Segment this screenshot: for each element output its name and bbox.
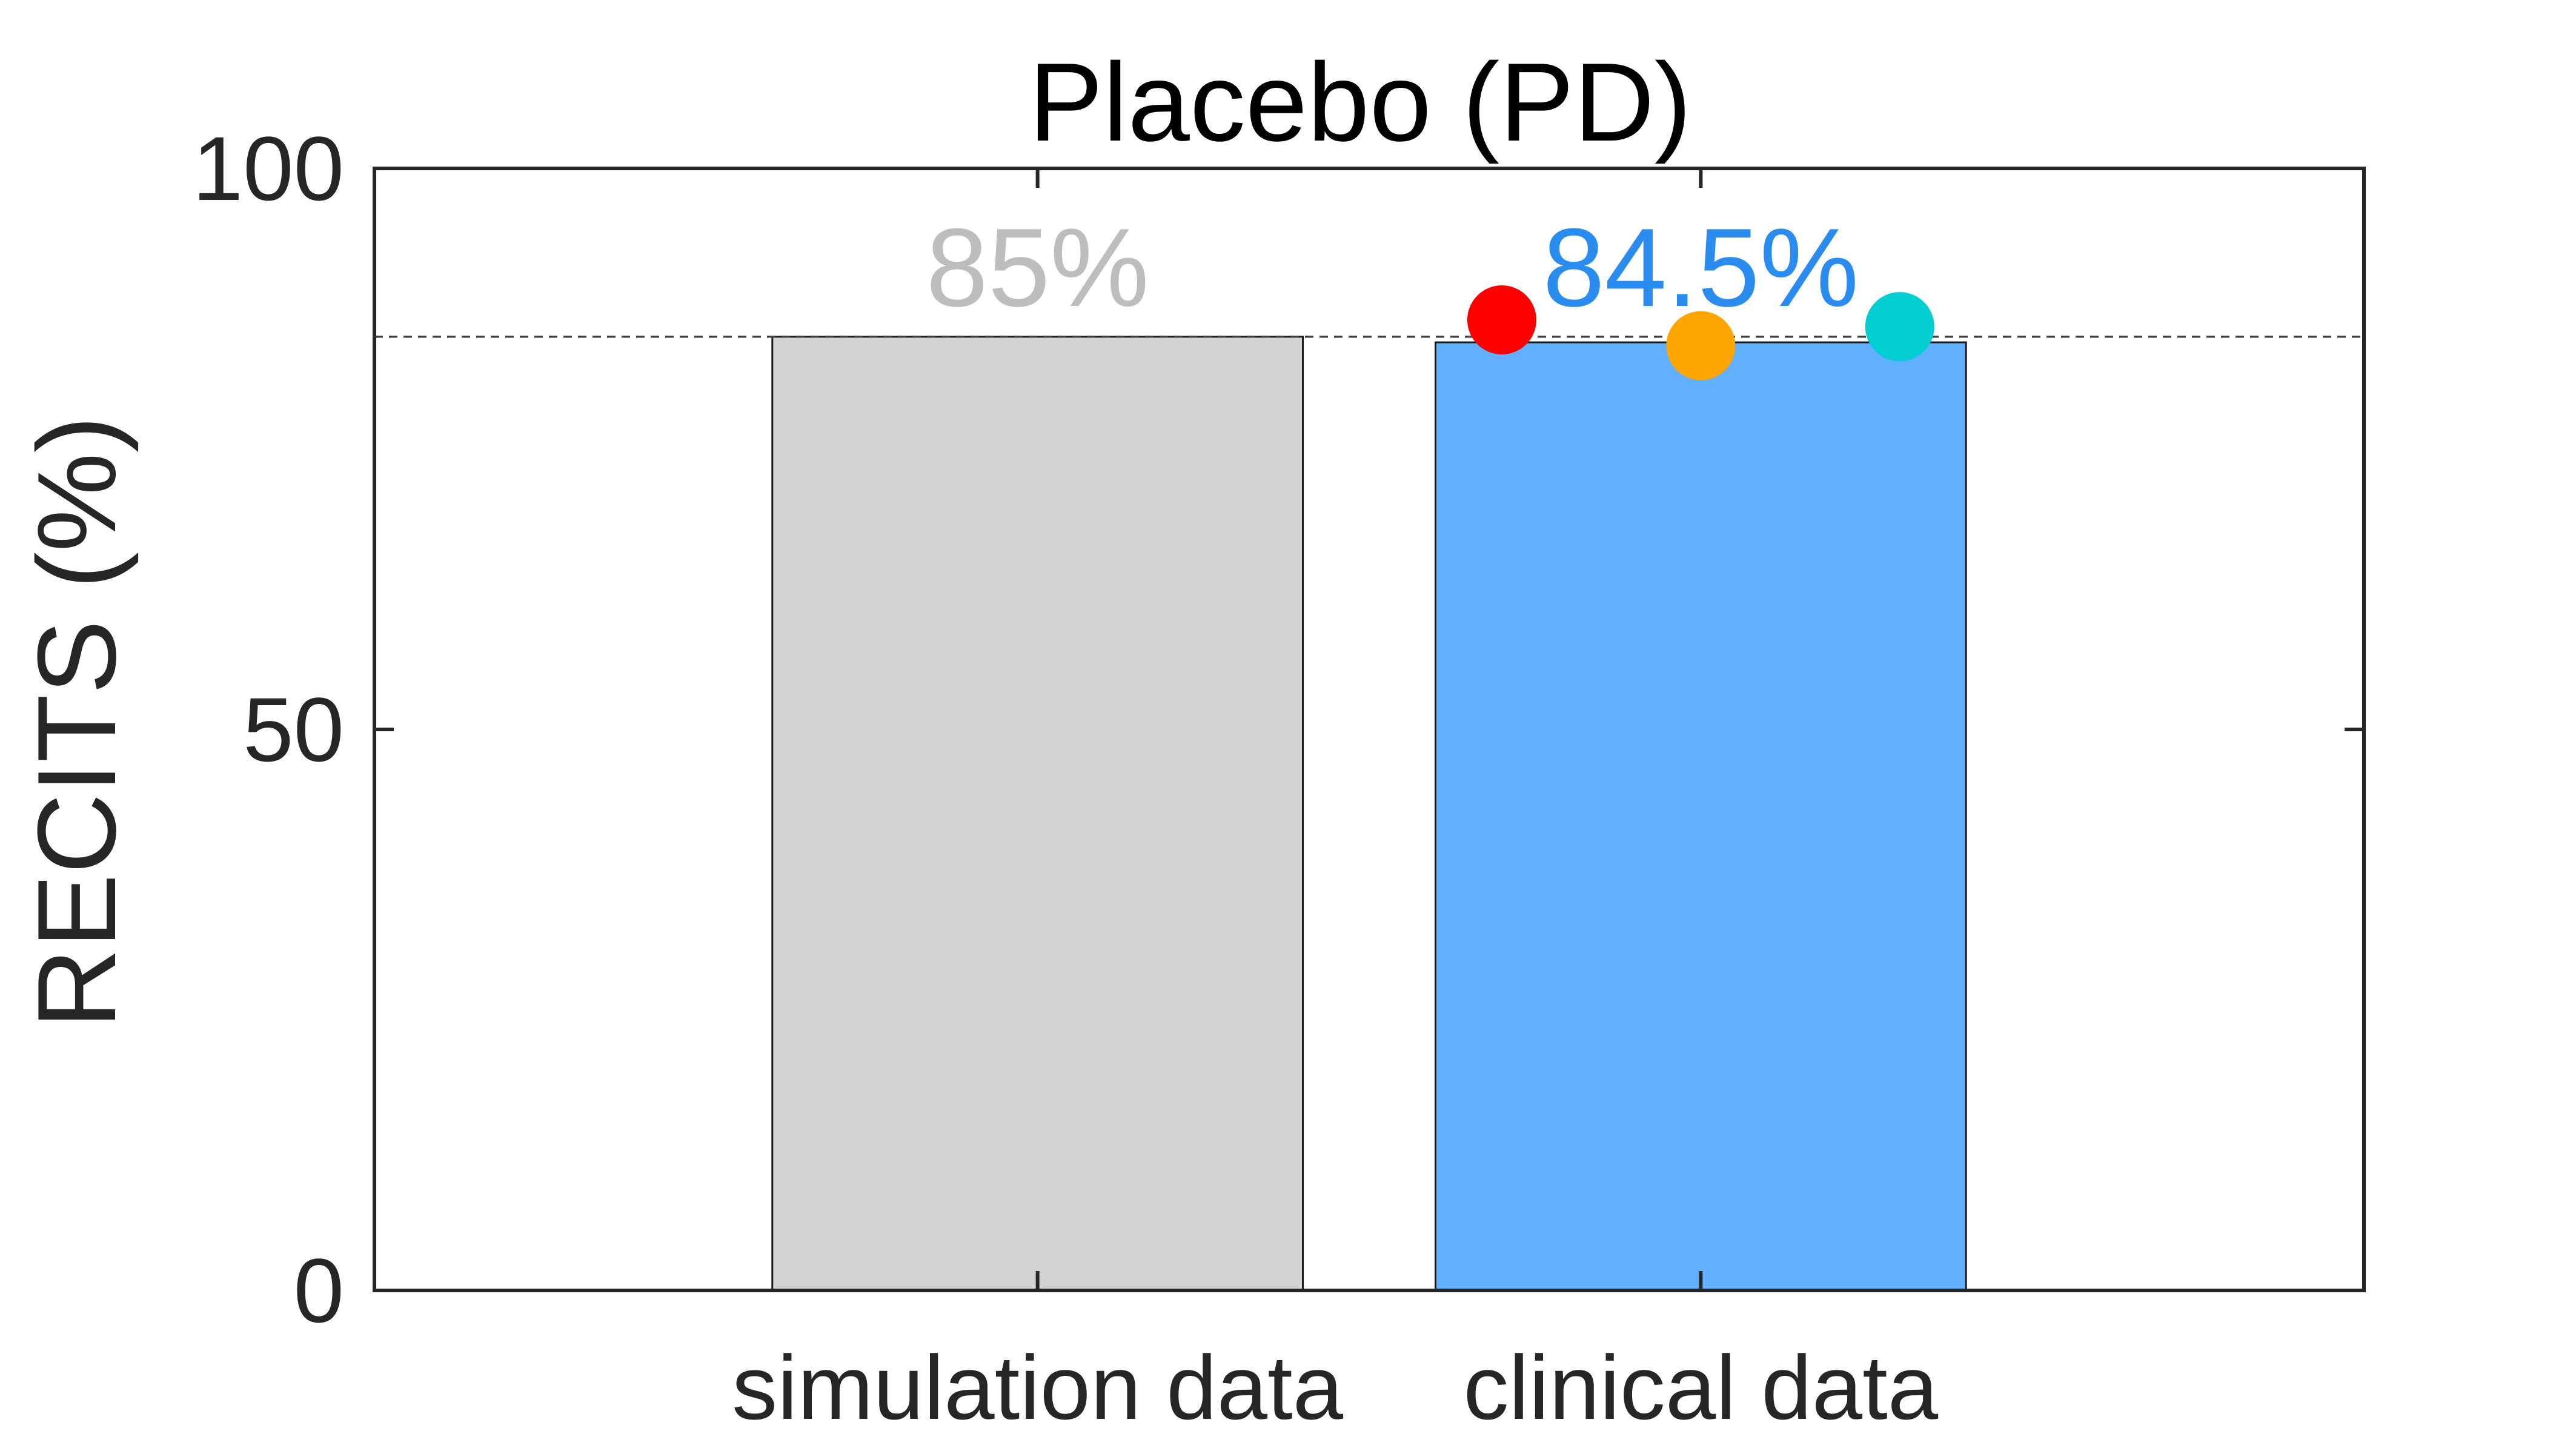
bar-value-label: 84.5% (1542, 205, 1859, 330)
x-tick-label: simulation data (732, 1336, 1343, 1431)
bar-1 (771, 336, 1304, 1292)
y-tick-label: 0 (294, 1240, 344, 1341)
data-point-1 (1467, 285, 1536, 355)
plot-area: 0 50 100 simulation data clinical data 85% 84.… (193, 118, 2366, 1431)
bar-value-label: 85% (926, 205, 1149, 330)
bar-2 (1434, 341, 1967, 1292)
y-axis-title: RECITS (%) (14, 416, 139, 1029)
y-tick-label: 100 (193, 118, 344, 219)
y-tick-label: 50 (243, 679, 344, 780)
data-point-2 (1666, 311, 1736, 380)
data-point-3 (1865, 292, 1934, 362)
chart-title: Placebo (PD) (1029, 39, 1691, 164)
x-tick-label: clinical data (1463, 1336, 1938, 1431)
